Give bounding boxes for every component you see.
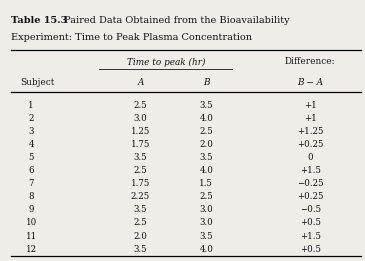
Text: 8: 8 xyxy=(28,192,34,201)
Text: 3.0: 3.0 xyxy=(199,218,213,227)
Text: +0.25: +0.25 xyxy=(297,192,323,201)
Text: 3.5: 3.5 xyxy=(134,205,147,214)
Text: 3.5: 3.5 xyxy=(199,232,213,240)
Text: 2.5: 2.5 xyxy=(199,127,213,136)
Text: 2.5: 2.5 xyxy=(199,192,213,201)
Text: Paired Data Obtained from the Bioavailability: Paired Data Obtained from the Bioavailab… xyxy=(64,16,289,25)
Text: 3: 3 xyxy=(28,127,34,136)
Text: 2.25: 2.25 xyxy=(131,192,150,201)
Text: 2.0: 2.0 xyxy=(199,140,213,149)
Text: Difference:: Difference: xyxy=(285,57,335,66)
Text: +1: +1 xyxy=(304,101,316,110)
Text: +0.5: +0.5 xyxy=(300,218,321,227)
Text: −0.25: −0.25 xyxy=(297,179,323,188)
Text: −0.5: −0.5 xyxy=(300,205,321,214)
Text: 10: 10 xyxy=(26,218,36,227)
Text: Time to peak (hr): Time to peak (hr) xyxy=(127,57,205,67)
Text: 11: 11 xyxy=(26,232,36,240)
Text: 12: 12 xyxy=(26,245,36,253)
Text: 0: 0 xyxy=(307,153,313,162)
Text: 7: 7 xyxy=(28,179,34,188)
Text: 3.5: 3.5 xyxy=(199,153,213,162)
Text: 3.0: 3.0 xyxy=(199,205,213,214)
Text: +1: +1 xyxy=(304,114,316,123)
Text: 2: 2 xyxy=(28,114,34,123)
Text: 2.5: 2.5 xyxy=(134,166,147,175)
Text: Experiment: Time to Peak Plasma Concentration: Experiment: Time to Peak Plasma Concentr… xyxy=(11,33,252,41)
Text: +1.25: +1.25 xyxy=(297,127,323,136)
Text: 1.25: 1.25 xyxy=(131,127,150,136)
Text: 9: 9 xyxy=(28,205,34,214)
Text: 5: 5 xyxy=(28,153,34,162)
Text: 1.75: 1.75 xyxy=(131,140,150,149)
Text: Subject: Subject xyxy=(20,78,54,87)
Text: 2.5: 2.5 xyxy=(134,101,147,110)
Text: 2.0: 2.0 xyxy=(134,232,147,240)
Text: +1.5: +1.5 xyxy=(300,166,321,175)
Text: 3.5: 3.5 xyxy=(199,101,213,110)
Text: 4.0: 4.0 xyxy=(199,166,213,175)
Text: 4: 4 xyxy=(28,140,34,149)
Text: +0.5: +0.5 xyxy=(300,245,321,253)
Text: 3.0: 3.0 xyxy=(134,114,147,123)
Text: 3.5: 3.5 xyxy=(134,245,147,253)
Text: +1.5: +1.5 xyxy=(300,232,321,240)
Text: 4.0: 4.0 xyxy=(199,245,213,253)
Text: 6: 6 xyxy=(28,166,34,175)
Text: +0.25: +0.25 xyxy=(297,140,323,149)
Text: 3.5: 3.5 xyxy=(134,153,147,162)
Text: 2.5: 2.5 xyxy=(134,218,147,227)
Text: A: A xyxy=(137,78,144,87)
Text: B: B xyxy=(203,78,210,87)
Text: 4.0: 4.0 xyxy=(199,114,213,123)
Text: B − A: B − A xyxy=(297,78,323,87)
Text: 1.75: 1.75 xyxy=(131,179,150,188)
Text: Table 15.3: Table 15.3 xyxy=(11,16,67,25)
Text: 1: 1 xyxy=(28,101,34,110)
Text: 1.5: 1.5 xyxy=(199,179,213,188)
